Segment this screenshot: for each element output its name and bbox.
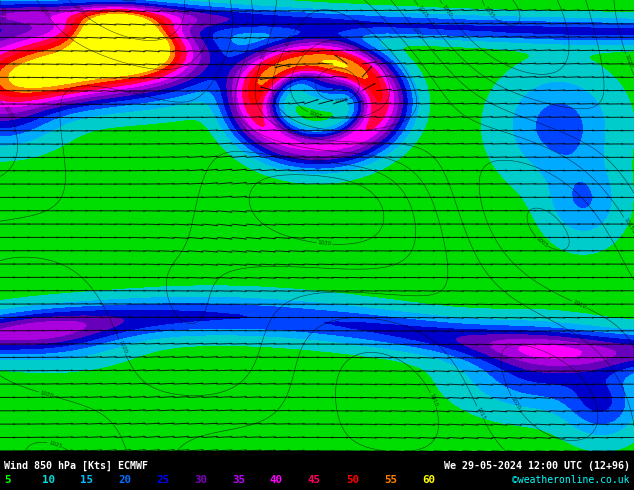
Text: 35: 35 <box>232 475 245 485</box>
Text: 1025: 1025 <box>417 4 429 19</box>
Text: 1010: 1010 <box>284 33 295 48</box>
Text: 1015: 1015 <box>475 406 486 421</box>
Text: 15: 15 <box>80 475 93 485</box>
Text: 1035: 1035 <box>483 5 496 20</box>
Text: 1015: 1015 <box>259 46 269 61</box>
Text: 1010: 1010 <box>429 392 439 408</box>
Text: 1015: 1015 <box>623 217 634 231</box>
Text: 1005: 1005 <box>534 235 548 248</box>
Text: 40: 40 <box>270 475 283 485</box>
Text: 1025: 1025 <box>48 440 62 449</box>
Text: 60: 60 <box>422 475 435 485</box>
Text: 30: 30 <box>194 475 207 485</box>
Text: 25: 25 <box>156 475 169 485</box>
Text: 1030: 1030 <box>38 3 50 18</box>
Text: 1025: 1025 <box>132 91 146 98</box>
Text: 50: 50 <box>346 475 359 485</box>
Text: ©weatheronline.co.uk: ©weatheronline.co.uk <box>512 475 630 485</box>
Text: 1025: 1025 <box>0 6 4 21</box>
Text: 1020: 1020 <box>624 54 633 69</box>
Text: 1000: 1000 <box>334 98 349 104</box>
Text: 1020: 1020 <box>411 25 424 39</box>
Text: 1005: 1005 <box>307 110 323 120</box>
Text: We 29-05-2024 12:00 UTC (12+96): We 29-05-2024 12:00 UTC (12+96) <box>444 461 630 470</box>
Text: 1025: 1025 <box>311 158 326 164</box>
Text: 1010: 1010 <box>572 299 586 310</box>
Text: 20: 20 <box>118 475 131 485</box>
Text: 1030: 1030 <box>441 3 453 18</box>
Text: 1020: 1020 <box>509 395 521 410</box>
Text: 5: 5 <box>4 475 11 485</box>
Text: Wind 850 hPa [Kts] ECMWF: Wind 850 hPa [Kts] ECMWF <box>4 461 148 471</box>
Text: 55: 55 <box>384 475 397 485</box>
Text: 1035: 1035 <box>72 2 85 16</box>
Text: 1020: 1020 <box>39 390 54 399</box>
Text: 1030: 1030 <box>3 105 14 120</box>
Text: 45: 45 <box>308 475 321 485</box>
Text: 1020: 1020 <box>117 340 127 354</box>
Text: 1030: 1030 <box>317 241 332 247</box>
Text: 10: 10 <box>42 475 55 485</box>
